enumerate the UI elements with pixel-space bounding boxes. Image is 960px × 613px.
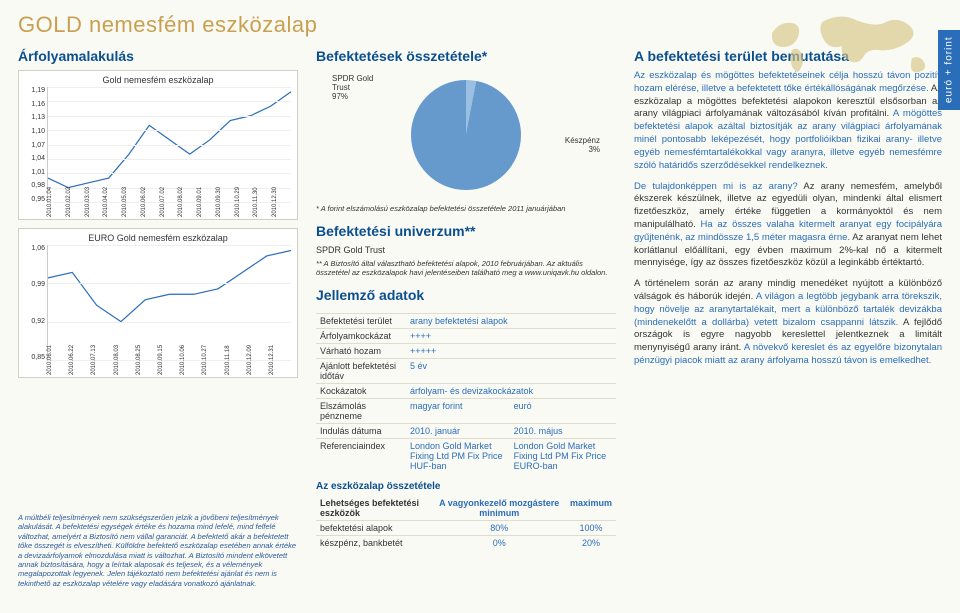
chart1: 1,191,161,131,101,071,041,010,980,95 201… xyxy=(23,87,293,217)
comp-table: Lehetséges befektetési eszközökA vagyonk… xyxy=(316,496,616,550)
pie-chart: SPDR Gold Trust 97% Készpénz 3% xyxy=(316,70,616,200)
footnote-univ: ** A Biztosító által választható befekte… xyxy=(316,259,616,277)
right-text: Az eszközalap és mögöttes befektetéseine… xyxy=(634,70,942,368)
chart2: 1,060,990,920,85 2010.06.012010.06.22201… xyxy=(23,245,293,375)
char-table: Befektetési területarany befektetési ala… xyxy=(316,313,616,473)
heading-universe: Befektetési univerzum** xyxy=(316,223,616,239)
chart2-box: EURO Gold nemesfém eszközalap 1,060,990,… xyxy=(18,228,298,378)
chart2-caption: EURO Gold nemesfém eszközalap xyxy=(23,233,293,243)
p2-lead: De tulajdonképpen mi is az arany? xyxy=(634,181,798,192)
heading-characteristics: Jellemző adatok xyxy=(316,287,616,303)
side-tab: euró + forint xyxy=(938,30,960,110)
left-column: Árfolyamalakulás Gold nemesfém eszközala… xyxy=(18,48,298,588)
heading-price: Árfolyamalakulás xyxy=(18,48,298,64)
right-column: A befektetési terület bemutatása Az eszk… xyxy=(634,48,942,588)
footnote-comp: * A forint elszámolású eszközalap befekt… xyxy=(316,204,616,213)
mid-column: Befektetések összetétele* SPDR Gold Trus… xyxy=(316,48,616,588)
heading-composition: Befektetések összetétele* xyxy=(316,48,616,64)
chart1-caption: Gold nemesfém eszközalap xyxy=(23,75,293,85)
disclaimer: A múltbéli teljesítmények nem szükségsze… xyxy=(18,513,298,588)
pie-label-2: Készpénz 3% xyxy=(565,136,600,154)
world-map-icon xyxy=(762,8,932,78)
chart1-box: Gold nemesfém eszközalap 1,191,161,131,1… xyxy=(18,70,298,220)
pie-label-1: SPDR Gold Trust 97% xyxy=(332,74,373,101)
universe-item: SPDR Gold Trust xyxy=(316,245,616,255)
heading-comp2: Az eszközalap összetétele xyxy=(316,481,616,492)
